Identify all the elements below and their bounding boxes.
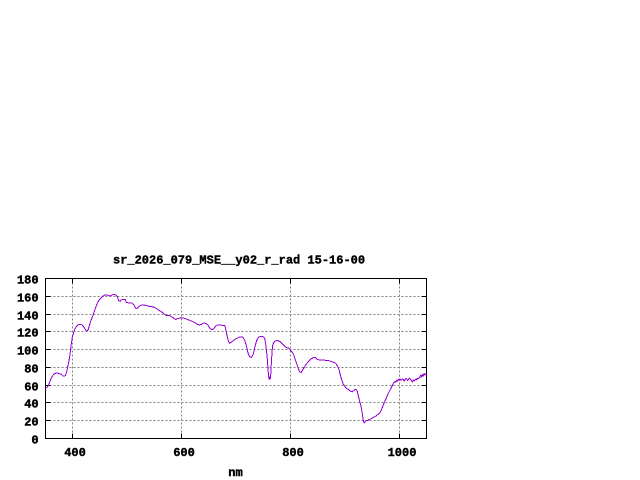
svg-text:40: 40 bbox=[24, 398, 38, 412]
svg-text:20: 20 bbox=[24, 416, 38, 430]
svg-text:0: 0 bbox=[31, 434, 38, 448]
svg-text:120: 120 bbox=[17, 327, 39, 341]
svg-text:140: 140 bbox=[17, 310, 39, 324]
svg-text:80: 80 bbox=[24, 363, 38, 377]
svg-text:800: 800 bbox=[282, 446, 304, 460]
svg-text:180: 180 bbox=[17, 274, 39, 288]
svg-text:600: 600 bbox=[173, 446, 195, 460]
svg-text:sr_2026_079_MSE__y02_r_rad 15-: sr_2026_079_MSE__y02_r_rad 15-16-00 bbox=[113, 254, 365, 268]
svg-text:1000: 1000 bbox=[388, 446, 417, 460]
svg-text:100: 100 bbox=[17, 345, 39, 359]
svg-text:60: 60 bbox=[24, 381, 38, 395]
svg-text:nm: nm bbox=[228, 466, 242, 480]
svg-text:160: 160 bbox=[17, 292, 39, 306]
svg-text:400: 400 bbox=[64, 446, 86, 460]
